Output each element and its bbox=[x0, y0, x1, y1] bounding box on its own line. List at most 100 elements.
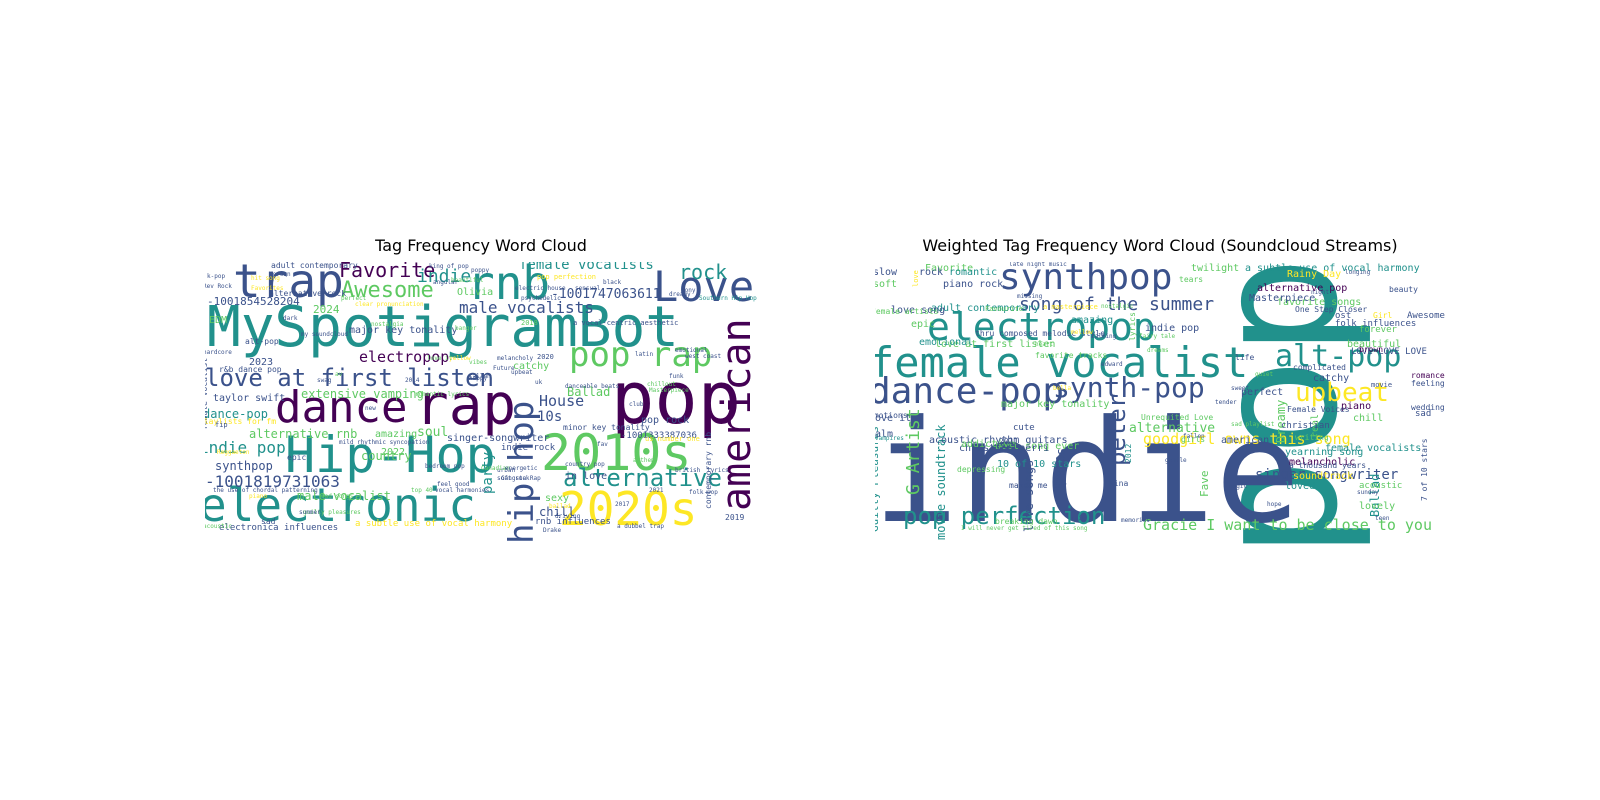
cloud-word: alternative pop bbox=[1257, 283, 1348, 294]
cloud-word: taylor swift bbox=[213, 393, 286, 404]
cloud-word: Awesome bbox=[1407, 311, 1445, 321]
cloud-word: best song ever bbox=[995, 441, 1080, 452]
cloud-word: pop bbox=[611, 356, 742, 440]
cloud-word: psychedelic bbox=[521, 295, 561, 302]
cloud-word: major key tonality bbox=[1001, 399, 1110, 410]
cloud-word: female vocalist bbox=[875, 338, 1249, 387]
cloud-word: synthpop bbox=[999, 262, 1173, 298]
cloud-word: sad bbox=[261, 517, 276, 526]
cloud-word: sad bbox=[1415, 409, 1432, 419]
cloud-word: latin bbox=[635, 351, 654, 358]
cloud-word: wedding bbox=[1411, 403, 1445, 412]
cloud-word: vocal harmonies bbox=[435, 487, 490, 494]
cloud-word: mellow bbox=[1071, 329, 1093, 336]
cloud-word: fairy tale bbox=[1139, 333, 1176, 340]
cloud-word: perfect bbox=[1241, 387, 1284, 398]
cloud-word: alt-pop bbox=[1275, 339, 1402, 374]
cloud-word: Awesome bbox=[341, 278, 434, 303]
cloud-word: romance bbox=[1411, 371, 1445, 380]
cloud-word: guilty pleasures bbox=[303, 509, 361, 516]
cloud-word: beauty bbox=[1389, 285, 1418, 294]
cloud-word: adult contemporary bbox=[271, 262, 358, 270]
cloud-word: rock bbox=[919, 267, 944, 278]
cloud-word: 2024 bbox=[313, 303, 340, 316]
cloud-word: driving bbox=[555, 513, 581, 520]
cloud-word: rap bbox=[415, 373, 517, 438]
cloud-word: calming bbox=[1091, 333, 1117, 340]
cloud-word: 2020 bbox=[537, 353, 554, 361]
cloud-word: anthem bbox=[633, 457, 655, 464]
cloud-word: club bbox=[629, 401, 644, 408]
cloud-word: singer-songwriter bbox=[1255, 467, 1399, 483]
cloud-word: Future bbox=[493, 365, 515, 372]
cloud-word: melancholic bbox=[1289, 457, 1356, 468]
cloud-word: yellow bbox=[449, 355, 471, 362]
cloud-word: soft rock bbox=[497, 475, 530, 482]
cloud-word: dark bbox=[283, 315, 298, 322]
cloud-word: minor key tonality bbox=[563, 423, 650, 432]
cloud-word: 10 of 10 stars bbox=[997, 459, 1082, 470]
cloud-word: pop perfection bbox=[537, 273, 597, 281]
cloud-word: female vocalists bbox=[519, 262, 654, 273]
cloud-word: american bbox=[1221, 435, 1270, 446]
cloud-word: Nina bbox=[1109, 479, 1129, 488]
cloud-word: folk influences bbox=[1335, 319, 1417, 329]
cloud-word: pop rock bbox=[641, 415, 690, 426]
cloud-word: nostalgic bbox=[1101, 303, 1134, 310]
cloud-word: love at first listen bbox=[935, 339, 1056, 350]
cloud-word: epic bbox=[287, 453, 307, 462]
cloud-word: lovely bbox=[1359, 501, 1396, 512]
cloud-word: Ballad bbox=[567, 385, 611, 399]
cloud-word: alternative bbox=[1129, 421, 1216, 436]
cloud-word: a masterpiece bbox=[1043, 303, 1098, 311]
cloud-word: acoustic bbox=[205, 523, 232, 530]
cloud-word: emotional bbox=[919, 337, 974, 348]
cloud-word: loved bbox=[1285, 481, 1316, 492]
cloud-word: 2018 bbox=[521, 319, 538, 327]
cloud-word: 2021 bbox=[649, 487, 664, 494]
cloud-word: bedroom pop bbox=[425, 463, 465, 470]
cloud-word: girls bbox=[1181, 435, 1206, 444]
cloud-word: piano bbox=[249, 493, 268, 500]
cloud-word: nostalgia bbox=[371, 321, 404, 328]
cloud-word: electropop bbox=[927, 305, 1156, 349]
cloud-word: feel good bbox=[437, 481, 470, 488]
cloud-word: catchy bbox=[513, 361, 550, 372]
cloud-word: a subtle use of vocal harmony bbox=[1245, 263, 1420, 274]
cloud-word: romantic bbox=[949, 267, 998, 278]
cloud-word: amazing bbox=[375, 429, 418, 440]
cloud-word: a subtle use of vocal harmony bbox=[355, 519, 513, 529]
cloud-word: dance-pop bbox=[205, 407, 269, 421]
cloud-word: piano rock bbox=[943, 279, 1004, 290]
cloud-word: new bbox=[365, 405, 376, 412]
cloud-word: memories bbox=[1121, 517, 1150, 524]
cloud-word: -1001819731063 bbox=[205, 472, 340, 491]
cloud-word: rnb bbox=[467, 262, 551, 310]
right-chart-title: Weighted Tag Frequency Word Cloud (Sound… bbox=[922, 236, 1398, 255]
cloud-word: lyrics bbox=[1128, 312, 1137, 341]
cloud-word: indie bbox=[875, 390, 1301, 544]
cloud-word: synthpop bbox=[215, 459, 273, 473]
cloud-word: Favorite bbox=[925, 263, 974, 274]
cloud-word: Drake bbox=[543, 527, 562, 534]
cloud-word: 2022 bbox=[381, 447, 406, 458]
cloud-word: bella bbox=[1053, 385, 1072, 392]
cloud-word: 2011 bbox=[999, 437, 1019, 446]
cloud-word: angular bbox=[433, 279, 459, 286]
cloud-word: danceable beats bbox=[565, 383, 620, 390]
cloud-word: twilight bbox=[1191, 263, 1240, 274]
cloud-word: perfect bbox=[341, 295, 367, 302]
cloud-word: country pop bbox=[565, 461, 605, 468]
cloud-word: quiet bbox=[1255, 371, 1274, 378]
cloud-word: a dubbel trap bbox=[617, 523, 664, 530]
cloud-word: 2014 bbox=[405, 377, 420, 384]
cloud-word: 2023 bbox=[249, 357, 274, 368]
cloud-word: hope bbox=[1267, 501, 1282, 508]
cloud-word: trap bbox=[233, 262, 344, 308]
cloud-word: alt-pop bbox=[245, 337, 279, 346]
cloud-word: I will never get tired of this song bbox=[961, 525, 1088, 532]
cloud-word: hardcore bbox=[205, 349, 232, 356]
weighted-tag-frequency-word-cloud: pop indie female vocalist electropop synthpo… bbox=[875, 262, 1445, 544]
cloud-word: forever bbox=[1359, 325, 1397, 335]
cloud-word: clear pronunciation bbox=[355, 301, 424, 308]
